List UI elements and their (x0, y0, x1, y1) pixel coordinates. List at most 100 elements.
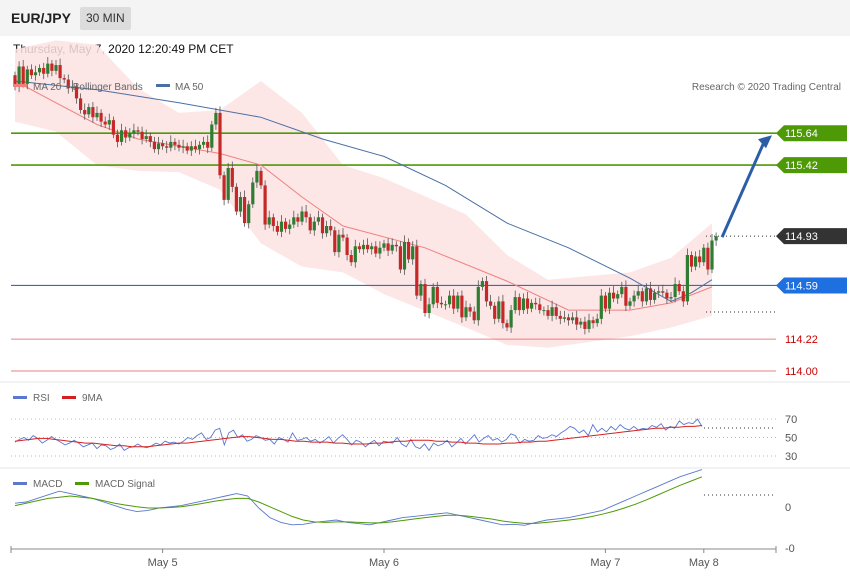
candle-body (456, 295, 460, 309)
candle-body (538, 304, 542, 311)
candle-body (480, 281, 484, 287)
legend-swatch-ma20 (13, 84, 27, 87)
candle-body (484, 281, 489, 302)
candle-body (390, 244, 394, 251)
candle-body (566, 317, 571, 321)
candle-body (554, 307, 558, 316)
candle-body (370, 246, 374, 250)
candle-body (423, 284, 427, 313)
candle-body (452, 295, 456, 309)
candle-body (415, 246, 419, 296)
candle-body (87, 107, 91, 115)
candle-body (292, 217, 296, 225)
candle-body (562, 317, 566, 319)
candle-body (653, 292, 657, 300)
candle-body (316, 217, 320, 222)
candle-body (714, 236, 718, 241)
timeframe-button[interactable]: 30 MIN (80, 7, 131, 30)
candle-body (530, 302, 534, 309)
candle-body (521, 298, 525, 311)
candle-body (230, 168, 234, 187)
candle-body (251, 182, 255, 205)
candle-body (501, 301, 505, 324)
candle-body (411, 246, 415, 260)
candle-body (185, 146, 189, 151)
candle-body (284, 221, 288, 229)
resistance-label: 115.64 (785, 128, 818, 140)
candle-body (177, 144, 181, 148)
candle-body (165, 146, 169, 148)
candles (13, 57, 718, 335)
candle-body (612, 292, 616, 299)
candle-body (124, 130, 128, 138)
legend-swatch-rsi (13, 396, 27, 399)
candle-body (374, 246, 378, 254)
candle-body (214, 112, 218, 125)
candle-body (599, 295, 603, 319)
candle-body (534, 302, 538, 305)
candle-body (571, 317, 575, 321)
chart-header: EUR/JPY 30 MIN (0, 0, 850, 36)
candle-body (128, 133, 132, 138)
candle-body (419, 284, 423, 296)
legend-swatch-rsi-ma (62, 396, 76, 399)
candle-body (50, 63, 54, 71)
candle-body (398, 246, 402, 270)
candle-body (206, 141, 210, 148)
candle-body (677, 284, 681, 292)
legend-swatch-macd (13, 482, 27, 485)
candle-body (476, 286, 480, 321)
candle-body (378, 247, 382, 254)
candle-body (681, 291, 685, 302)
candle-body (603, 295, 607, 309)
symbol-label: EUR/JPY (11, 10, 71, 26)
candle-body (218, 112, 222, 176)
candle-body (243, 197, 247, 224)
candle-body (575, 317, 579, 325)
candle-body (308, 217, 312, 231)
candle-body (115, 134, 120, 142)
candle-body (144, 136, 148, 139)
candle-body (70, 86, 74, 89)
rsi-tick-label: 70 (785, 414, 797, 426)
candle-body (407, 241, 411, 260)
candle-body (587, 320, 591, 329)
candle-body (583, 321, 587, 329)
candle-body (517, 297, 521, 311)
forecast-arrow (720, 141, 766, 238)
candle-body (132, 130, 136, 134)
rsi-line (14, 418, 703, 452)
candle-body (710, 240, 714, 270)
candle-body (95, 112, 99, 118)
candle-body (296, 217, 300, 222)
candle-body (542, 310, 546, 312)
candle-body (489, 301, 493, 306)
pivot-tag (776, 277, 847, 294)
candle-body (79, 98, 83, 110)
candle-body (448, 295, 452, 305)
candle-body (25, 69, 29, 84)
candle-body (279, 221, 284, 232)
candle-body (161, 143, 165, 147)
candle-body (460, 295, 464, 318)
candle-body (320, 217, 325, 234)
candle-body (443, 304, 448, 306)
legend-swatch-ma50 (156, 84, 170, 87)
candle-body (349, 255, 353, 263)
macd-line (14, 469, 703, 526)
candle-body (435, 286, 439, 303)
rsi-tick-label: 30 (785, 451, 797, 463)
candle-body (546, 310, 550, 316)
pivot-label: 114.59 (785, 280, 818, 292)
candle-body (402, 241, 407, 270)
candle-body (468, 307, 472, 312)
candle-body (394, 244, 398, 247)
candle-body (148, 136, 152, 142)
candle-body (156, 143, 161, 150)
candle-body (636, 291, 640, 296)
candle-body (197, 144, 202, 150)
candle-body (337, 234, 341, 253)
support-label: 114.22 (785, 334, 818, 346)
bollinger-band (15, 40, 712, 348)
